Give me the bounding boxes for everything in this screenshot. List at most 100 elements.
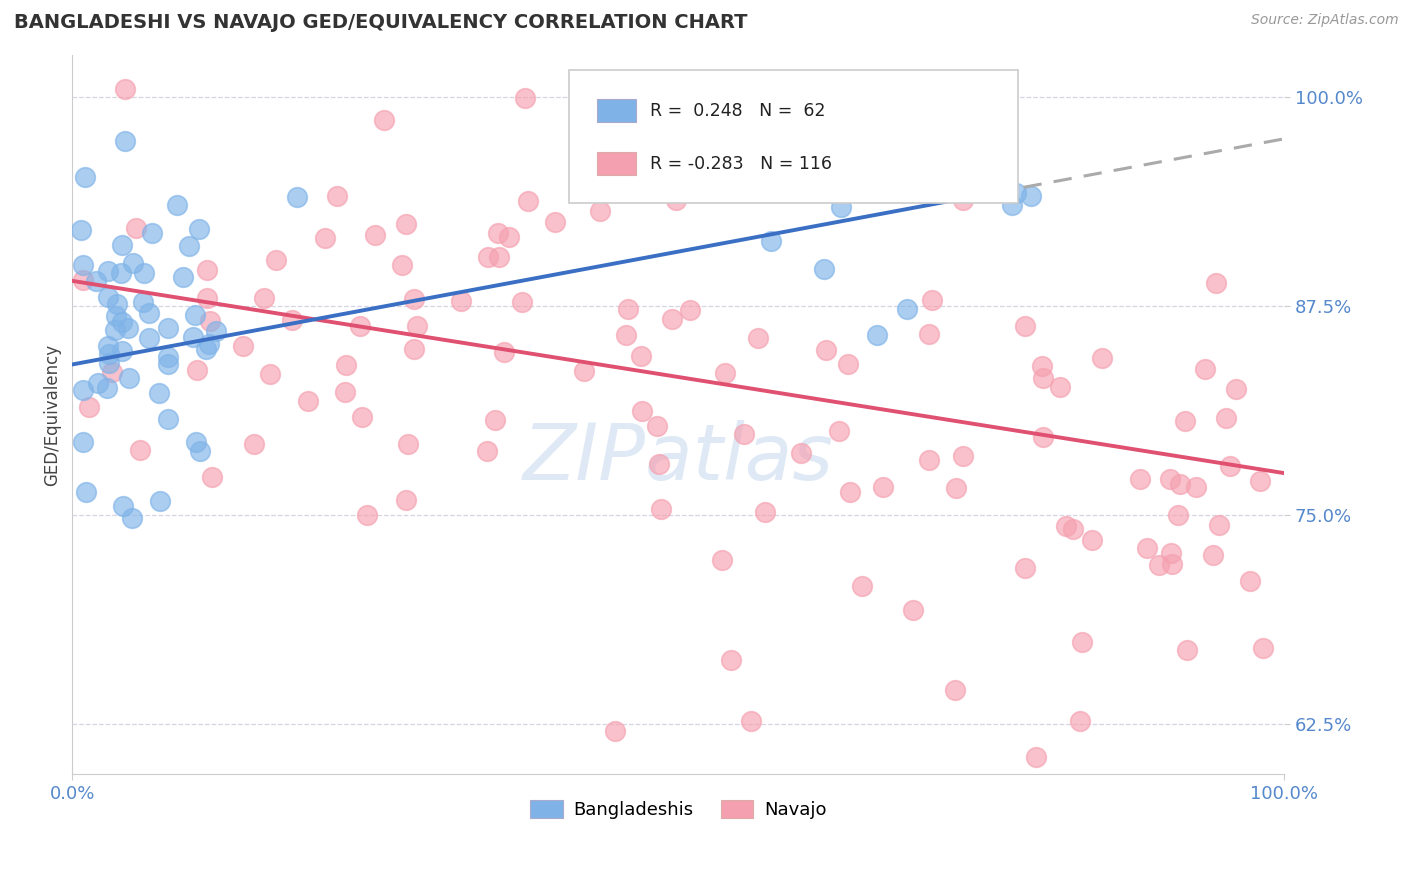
Point bbox=[1014, 561, 1036, 575]
Point bbox=[111, 237, 134, 252]
Point bbox=[364, 227, 387, 242]
Point bbox=[866, 328, 889, 343]
Point bbox=[1194, 362, 1216, 376]
Point bbox=[823, 138, 845, 153]
Point bbox=[918, 326, 941, 341]
Point bbox=[404, 293, 426, 307]
Point bbox=[97, 339, 120, 353]
Point bbox=[1202, 548, 1225, 562]
Point bbox=[352, 409, 374, 424]
Point bbox=[896, 302, 918, 317]
Point bbox=[141, 226, 163, 240]
Point bbox=[952, 449, 974, 463]
Point bbox=[1032, 371, 1054, 385]
Point bbox=[486, 226, 509, 240]
Point bbox=[132, 294, 155, 309]
Point bbox=[1014, 318, 1036, 333]
Point bbox=[404, 342, 426, 356]
Point bbox=[314, 231, 336, 245]
Point bbox=[97, 290, 120, 304]
Point bbox=[450, 294, 472, 309]
Point bbox=[172, 270, 194, 285]
Point bbox=[1005, 186, 1028, 200]
Point bbox=[156, 321, 179, 335]
Point bbox=[851, 579, 873, 593]
Point bbox=[204, 325, 226, 339]
Point bbox=[75, 484, 97, 499]
Point bbox=[761, 234, 783, 248]
Point bbox=[1080, 533, 1102, 547]
Point bbox=[1147, 558, 1170, 572]
Point bbox=[943, 682, 966, 697]
Point bbox=[901, 603, 924, 617]
Point bbox=[86, 274, 108, 288]
Point bbox=[477, 443, 499, 458]
Point bbox=[661, 311, 683, 326]
Point bbox=[405, 318, 427, 333]
Point bbox=[104, 323, 127, 337]
Point bbox=[747, 331, 769, 345]
Point bbox=[1239, 574, 1261, 588]
Point bbox=[132, 266, 155, 280]
Point bbox=[1049, 380, 1071, 394]
Point bbox=[740, 714, 762, 729]
Point bbox=[1129, 472, 1152, 486]
Point bbox=[1070, 634, 1092, 648]
Point bbox=[166, 198, 188, 212]
Text: Source: ZipAtlas.com: Source: ZipAtlas.com bbox=[1251, 13, 1399, 28]
Point bbox=[349, 319, 371, 334]
Point bbox=[1174, 414, 1197, 428]
Point bbox=[110, 266, 132, 280]
Point bbox=[148, 386, 170, 401]
Point bbox=[513, 91, 536, 105]
Point bbox=[395, 217, 418, 231]
Point bbox=[186, 363, 208, 377]
Point bbox=[828, 424, 851, 438]
Point bbox=[733, 427, 755, 442]
Point bbox=[77, 400, 100, 414]
Point bbox=[231, 339, 253, 353]
Point bbox=[72, 435, 94, 450]
Point bbox=[1185, 480, 1208, 494]
Point bbox=[679, 303, 702, 318]
Text: R =  0.248   N =  62: R = 0.248 N = 62 bbox=[651, 102, 825, 120]
Point bbox=[1219, 458, 1241, 473]
Point bbox=[111, 315, 134, 329]
Point bbox=[477, 250, 499, 264]
Point bbox=[837, 357, 859, 371]
Point bbox=[118, 371, 141, 385]
Point bbox=[96, 381, 118, 395]
FancyBboxPatch shape bbox=[569, 70, 1018, 202]
Point bbox=[148, 493, 170, 508]
Point bbox=[1001, 198, 1024, 212]
Point bbox=[711, 553, 734, 567]
Point bbox=[177, 238, 200, 252]
Point bbox=[356, 508, 378, 522]
Point bbox=[391, 258, 413, 272]
Y-axis label: GED/Equivalency: GED/Equivalency bbox=[44, 343, 60, 486]
Point bbox=[1019, 189, 1042, 203]
Point bbox=[839, 484, 862, 499]
Point bbox=[1062, 522, 1084, 536]
Point bbox=[195, 291, 218, 305]
Point bbox=[101, 365, 124, 379]
Point bbox=[498, 230, 520, 244]
Point bbox=[1054, 519, 1077, 533]
Point bbox=[157, 350, 180, 364]
Point bbox=[852, 98, 875, 112]
Point bbox=[945, 481, 967, 495]
Point bbox=[198, 314, 221, 328]
Point bbox=[188, 443, 211, 458]
Point bbox=[98, 347, 121, 361]
Point bbox=[253, 292, 276, 306]
Point bbox=[72, 273, 94, 287]
Point bbox=[918, 452, 941, 467]
Point bbox=[589, 203, 612, 218]
Point bbox=[974, 91, 997, 105]
Point bbox=[195, 342, 218, 356]
Point bbox=[104, 309, 127, 323]
Point bbox=[1251, 640, 1274, 655]
Point bbox=[814, 343, 837, 358]
Point bbox=[1091, 351, 1114, 365]
Point bbox=[73, 170, 96, 185]
